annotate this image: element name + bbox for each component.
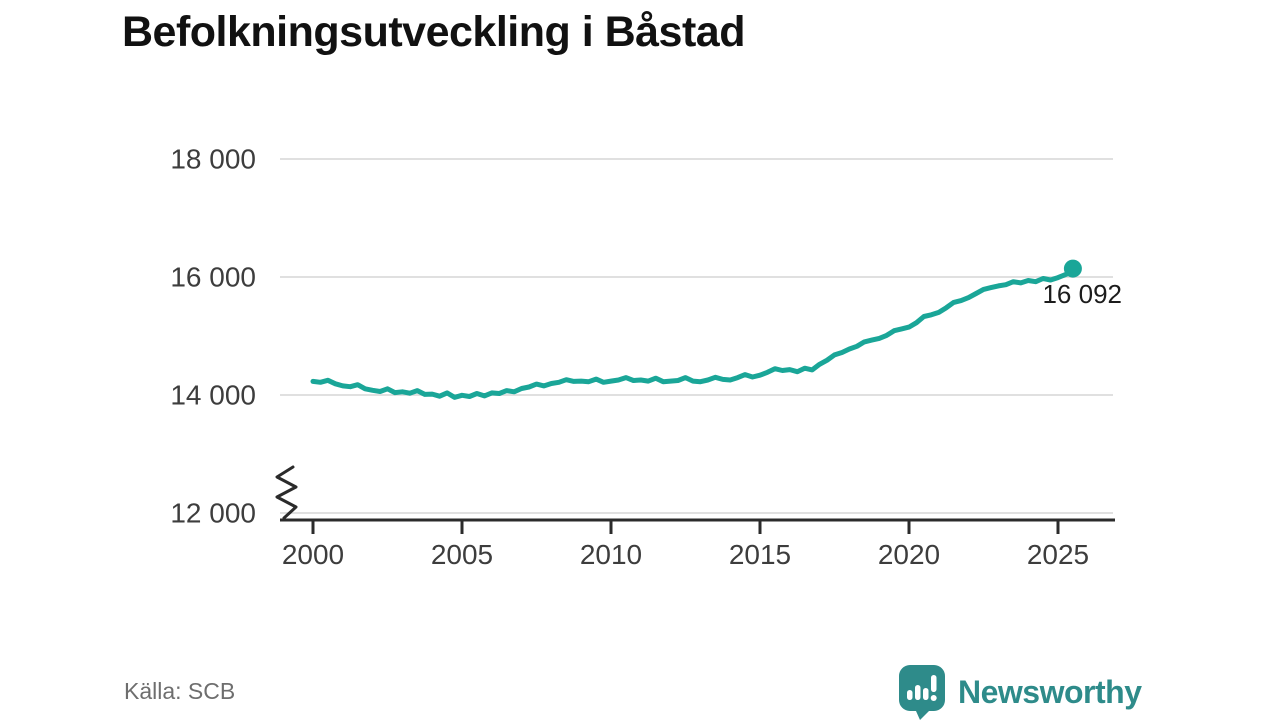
- x-axis-tick-label: 2000: [282, 539, 344, 570]
- x-axis-tick-label: 2010: [580, 539, 642, 570]
- y-axis-tick-label: 16 000: [170, 262, 256, 293]
- population-line-series: [310, 269, 1076, 400]
- chart-title: Befolkningsutveckling i Båstad: [122, 8, 745, 56]
- newsworthy-logo: Newsworthy: [898, 664, 1142, 720]
- x-axis-tick-label: 2020: [878, 539, 940, 570]
- logo-bar-medium: [915, 685, 921, 700]
- logo-bar-short: [907, 690, 913, 700]
- y-axis-tick-label: 18 000: [170, 144, 256, 175]
- newsworthy-wordmark: Newsworthy: [958, 673, 1142, 710]
- y-axis-tick-label: 12 000: [170, 498, 256, 529]
- y-axis-tick-label: 14 000: [170, 380, 256, 411]
- logo-exclamation-bar: [931, 675, 937, 692]
- end-value-label: 16 092: [1042, 279, 1122, 309]
- x-axis-tick-label: 2025: [1027, 539, 1089, 570]
- axis-break-icon: [275, 465, 298, 520]
- x-axis-tick-label: 2005: [431, 539, 493, 570]
- end-point-marker: [1063, 259, 1082, 278]
- newsworthy-speech-bubble-barchart-icon: [899, 665, 945, 720]
- logo-exclamation-dot: [930, 695, 937, 701]
- logo-bar-tall: [923, 688, 929, 700]
- source-label: Källa: SCB: [124, 678, 236, 704]
- x-axis-tick-label: 2015: [729, 539, 791, 570]
